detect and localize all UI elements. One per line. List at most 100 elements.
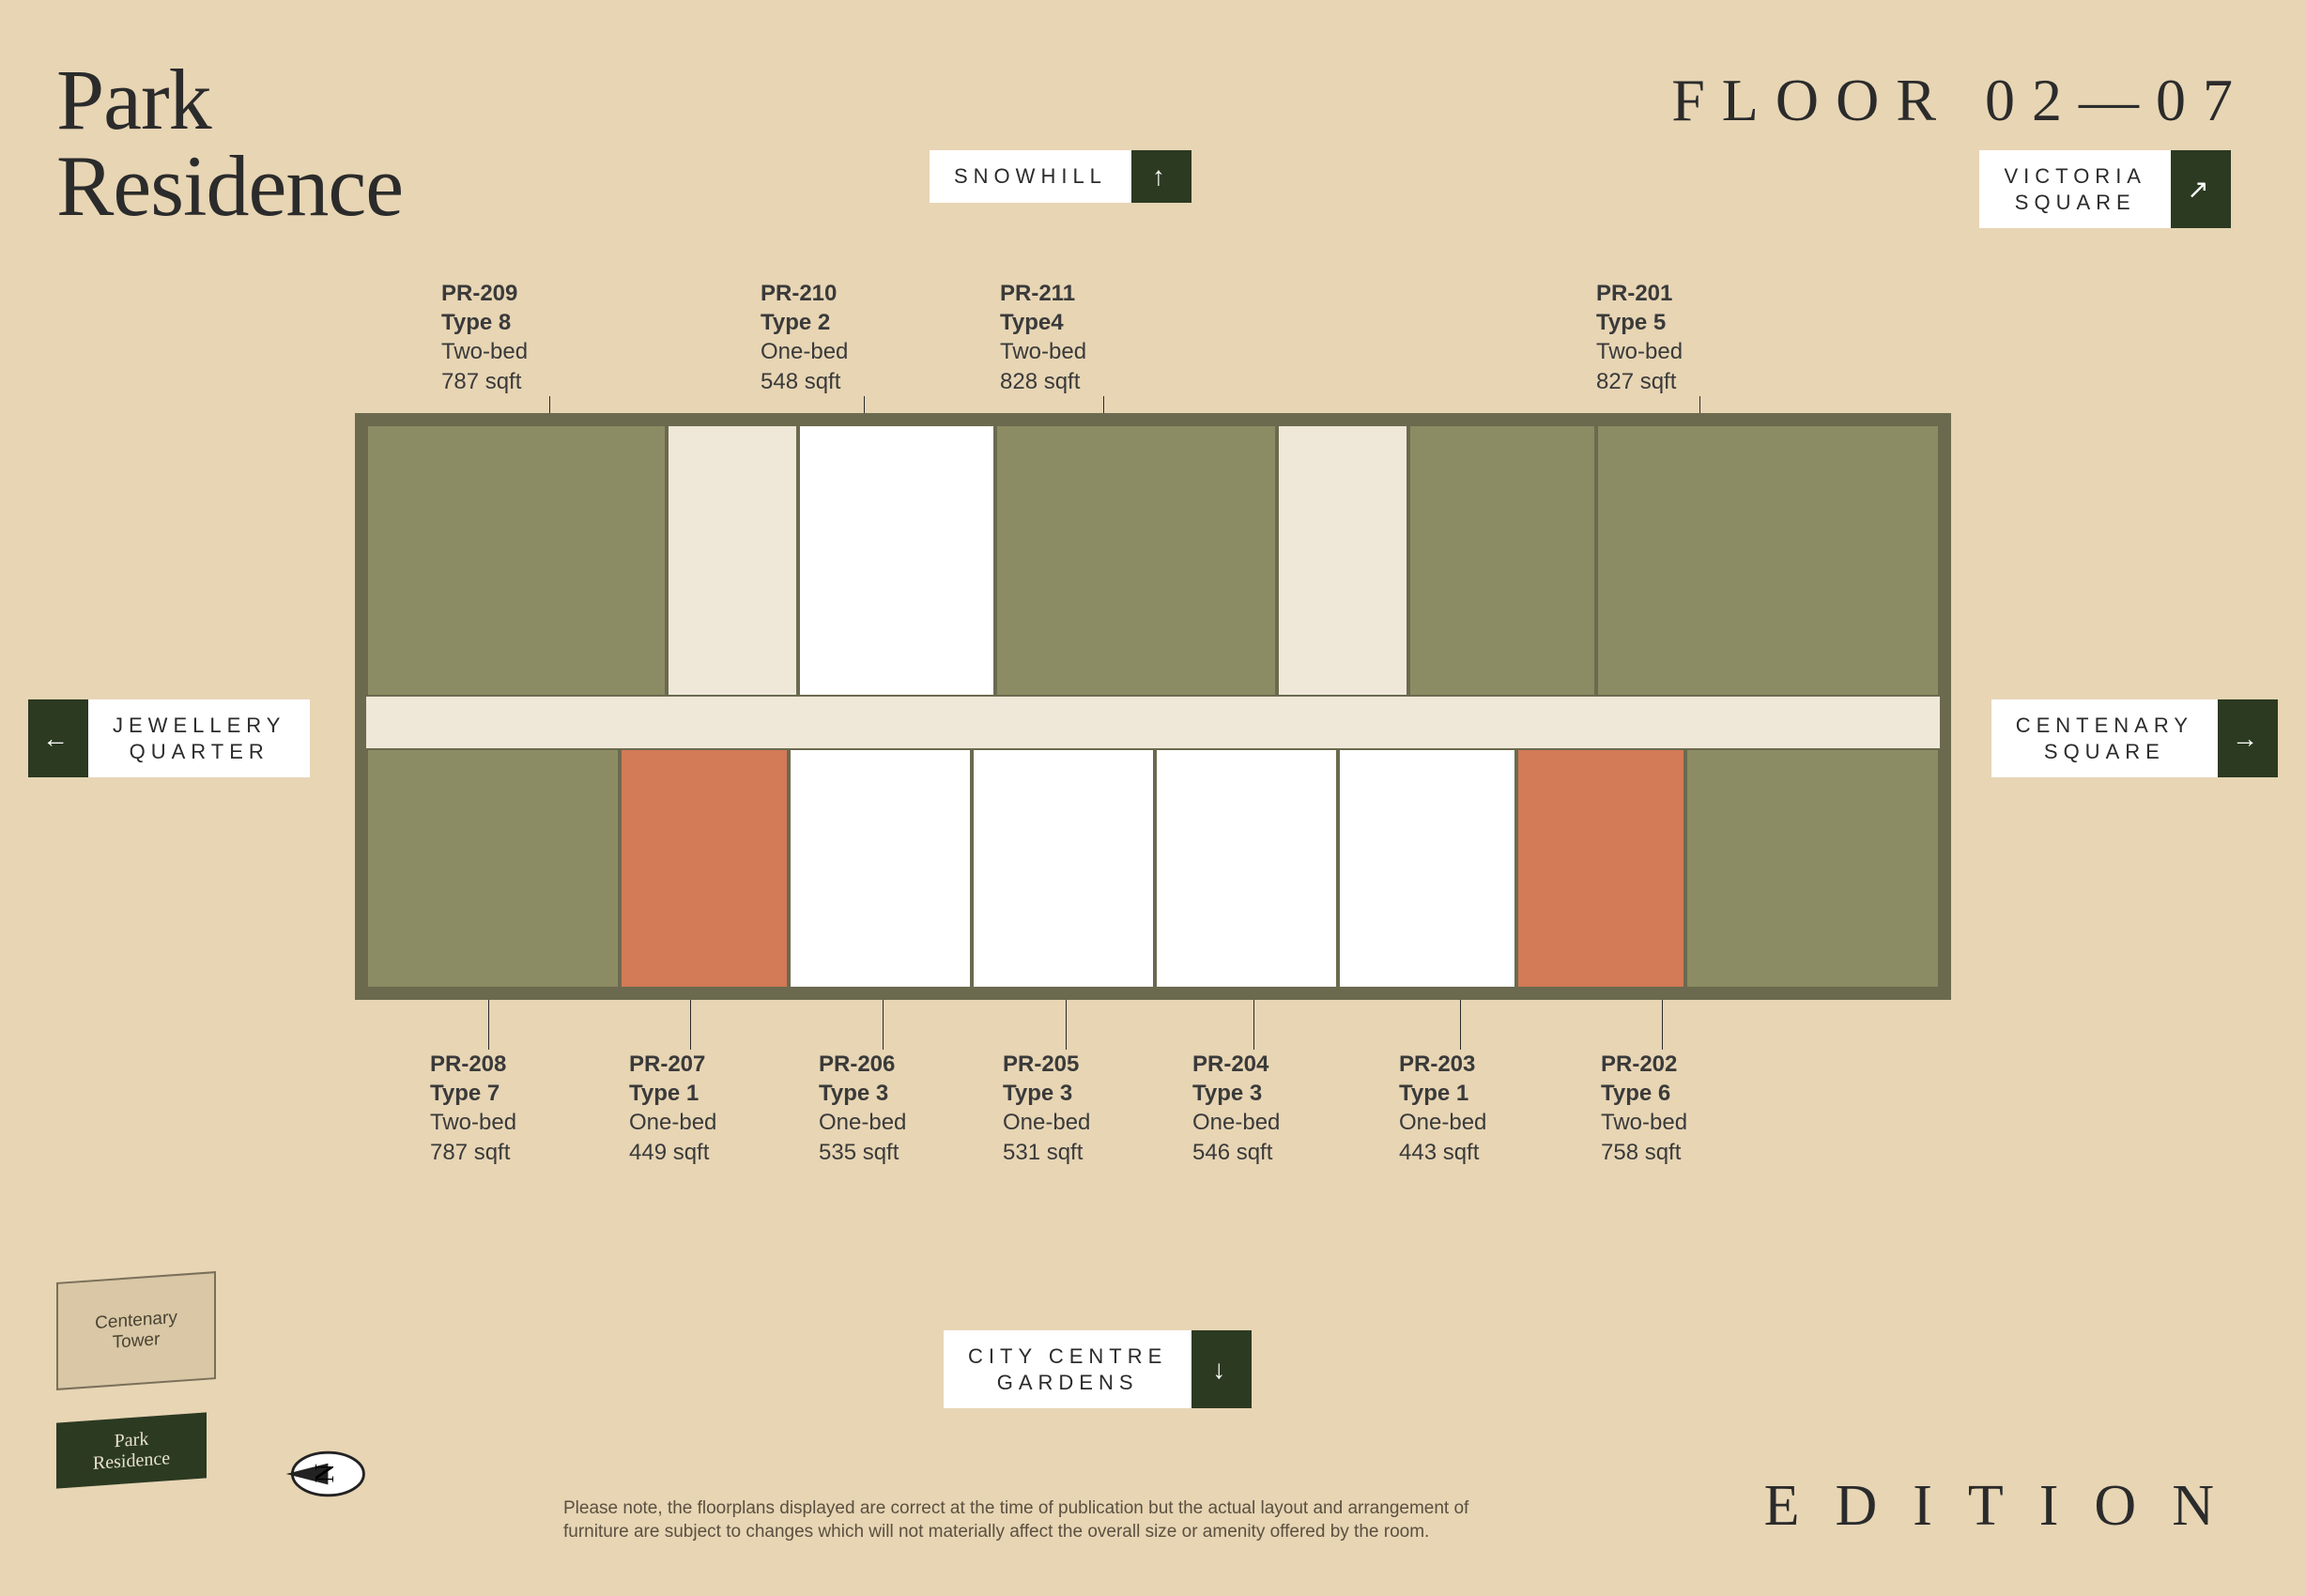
leader-line (1699, 396, 1700, 413)
leader-line (1662, 1000, 1663, 1050)
unit-label: PR-211Type4Two-bed828 sqft (1000, 279, 1086, 396)
unit-label: PR-206Type 3One-bed535 sqft (819, 1050, 906, 1167)
unit-beds: One-bed (819, 1108, 906, 1137)
direction-victoria: VICTORIA SQUARE ↗ (1979, 150, 2231, 228)
floorplan-room (667, 424, 798, 697)
floorplan-room (1338, 748, 1516, 989)
leader-line (1460, 1000, 1461, 1050)
unit-sqft: 787 sqft (441, 367, 528, 396)
title-line2: Residence (56, 143, 403, 229)
arrow-down-icon: ↓ (1191, 1330, 1252, 1408)
arrow-left-icon: ← (28, 699, 88, 777)
leader-line (1103, 396, 1104, 413)
unit-id: PR-207 (629, 1050, 716, 1079)
unit-sqft: 546 sqft (1192, 1138, 1280, 1167)
direction-snowhill: SNOWHILL ↑ (930, 150, 1191, 203)
unit-beds: One-bed (1399, 1108, 1486, 1137)
leader-line (690, 1000, 691, 1050)
leader-line (549, 396, 550, 413)
unit-id: PR-206 (819, 1050, 906, 1079)
unit-id: PR-209 (441, 279, 528, 308)
direction-centenary: CENTENARY SQUARE → (1991, 699, 2278, 777)
floor-plan (355, 413, 1951, 1000)
unit-beds: Two-bed (1000, 337, 1086, 366)
leader-line (883, 1000, 884, 1050)
unit-sqft: 827 sqft (1596, 367, 1683, 396)
unit-sqft: 548 sqft (761, 367, 848, 396)
direction-label: VICTORIA SQUARE (1979, 150, 2171, 228)
unit-type: Type 2 (761, 308, 848, 337)
floorplan-room (1277, 424, 1408, 697)
floorplan-room (789, 748, 972, 989)
unit-sqft: 535 sqft (819, 1138, 906, 1167)
corridor (366, 697, 1940, 748)
unit-id: PR-201 (1596, 279, 1683, 308)
unit-beds: Two-bed (1601, 1108, 1687, 1137)
footnote: Please note, the floorplans displayed ar… (563, 1496, 1484, 1544)
unit-beds: Two-bed (1596, 337, 1683, 366)
unit-label: PR-204Type 3One-bed546 sqft (1192, 1050, 1280, 1167)
unit-id: PR-204 (1192, 1050, 1280, 1079)
locator-park-residence: Park Residence (56, 1412, 207, 1488)
unit-beds: Two-bed (441, 337, 528, 366)
unit-beds: Two-bed (430, 1108, 516, 1137)
unit-type: Type4 (1000, 308, 1086, 337)
unit-sqft: 443 sqft (1399, 1138, 1486, 1167)
unit-id: PR-202 (1601, 1050, 1687, 1079)
locator-key: Centenary Tower Park Residence (56, 1277, 263, 1483)
unit-sqft: 531 sqft (1003, 1138, 1090, 1167)
floorplan-room (1516, 748, 1685, 989)
unit-beds: One-bed (761, 337, 848, 366)
direction-jewellery: ← JEWELLERY QUARTER (28, 699, 310, 777)
unit-type: Type 1 (1399, 1079, 1486, 1108)
title-line1: Park (56, 56, 403, 143)
direction-label: JEWELLERY QUARTER (88, 699, 310, 777)
unit-label: PR-201Type 5Two-bed827 sqft (1596, 279, 1683, 396)
direction-label: SNOWHILL (930, 150, 1131, 203)
leader-line (488, 1000, 489, 1050)
unit-type: Type 5 (1596, 308, 1683, 337)
arrow-right-icon: → (2218, 699, 2278, 777)
unit-type: Type 1 (629, 1079, 716, 1108)
unit-beds: One-bed (629, 1108, 716, 1137)
direction-citycentre: CITY CENTRE GARDENS ↓ (944, 1330, 1252, 1408)
arrow-up-icon: ↑ (1131, 150, 1191, 203)
floorplan-room (620, 748, 789, 989)
unit-id: PR-210 (761, 279, 848, 308)
unit-id: PR-211 (1000, 279, 1086, 308)
unit-type: Type 7 (430, 1079, 516, 1108)
unit-id: PR-208 (430, 1050, 516, 1079)
unit-type: Type 8 (441, 308, 528, 337)
unit-id: PR-205 (1003, 1050, 1090, 1079)
unit-type: Type 3 (1003, 1079, 1090, 1108)
unit-label: PR-208Type 7Two-bed787 sqft (430, 1050, 516, 1167)
page-title: Park Residence (56, 56, 403, 229)
unit-label: PR-207Type 1One-bed449 sqft (629, 1050, 716, 1167)
direction-label: CENTENARY SQUARE (1991, 699, 2218, 777)
brand-logo: EDITION (1764, 1473, 2250, 1540)
floorplan-room (995, 424, 1277, 697)
unit-label: PR-210Type 2One-bed548 sqft (761, 279, 848, 396)
floor-label: FLOOR 02—07 (1671, 66, 2250, 135)
floorplan-room (972, 748, 1155, 989)
leader-line (1253, 1000, 1254, 1050)
unit-label: PR-209Type 8Two-bed787 sqft (441, 279, 528, 396)
floorplan-room (366, 748, 620, 989)
unit-type: Type 3 (819, 1079, 906, 1108)
unit-beds: One-bed (1003, 1108, 1090, 1137)
unit-type: Type 3 (1192, 1079, 1280, 1108)
floorplan-room (1685, 748, 1940, 989)
arrow-upright-icon: ↗ (2171, 150, 2231, 228)
unit-sqft: 787 sqft (430, 1138, 516, 1167)
locator-centenary-tower: Centenary Tower (56, 1271, 216, 1390)
floorplan-room (1596, 424, 1940, 697)
compass-icon: N (282, 1446, 371, 1502)
unit-sqft: 758 sqft (1601, 1138, 1687, 1167)
unit-label: PR-203Type 1One-bed443 sqft (1399, 1050, 1486, 1167)
floorplan-room (1408, 424, 1596, 697)
unit-sqft: 449 sqft (629, 1138, 716, 1167)
floorplan-room (798, 424, 995, 697)
unit-type: Type 6 (1601, 1079, 1687, 1108)
unit-beds: One-bed (1192, 1108, 1280, 1137)
unit-label: PR-202Type 6Two-bed758 sqft (1601, 1050, 1687, 1167)
